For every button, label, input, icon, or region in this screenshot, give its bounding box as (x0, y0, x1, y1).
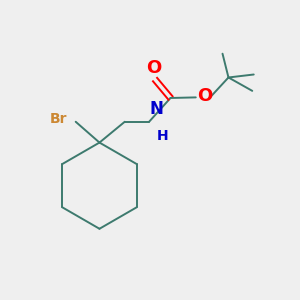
Text: O: O (146, 58, 161, 76)
Text: O: O (198, 87, 213, 105)
Text: Br: Br (50, 112, 68, 126)
Text: H: H (157, 129, 168, 143)
Text: N: N (150, 100, 164, 118)
